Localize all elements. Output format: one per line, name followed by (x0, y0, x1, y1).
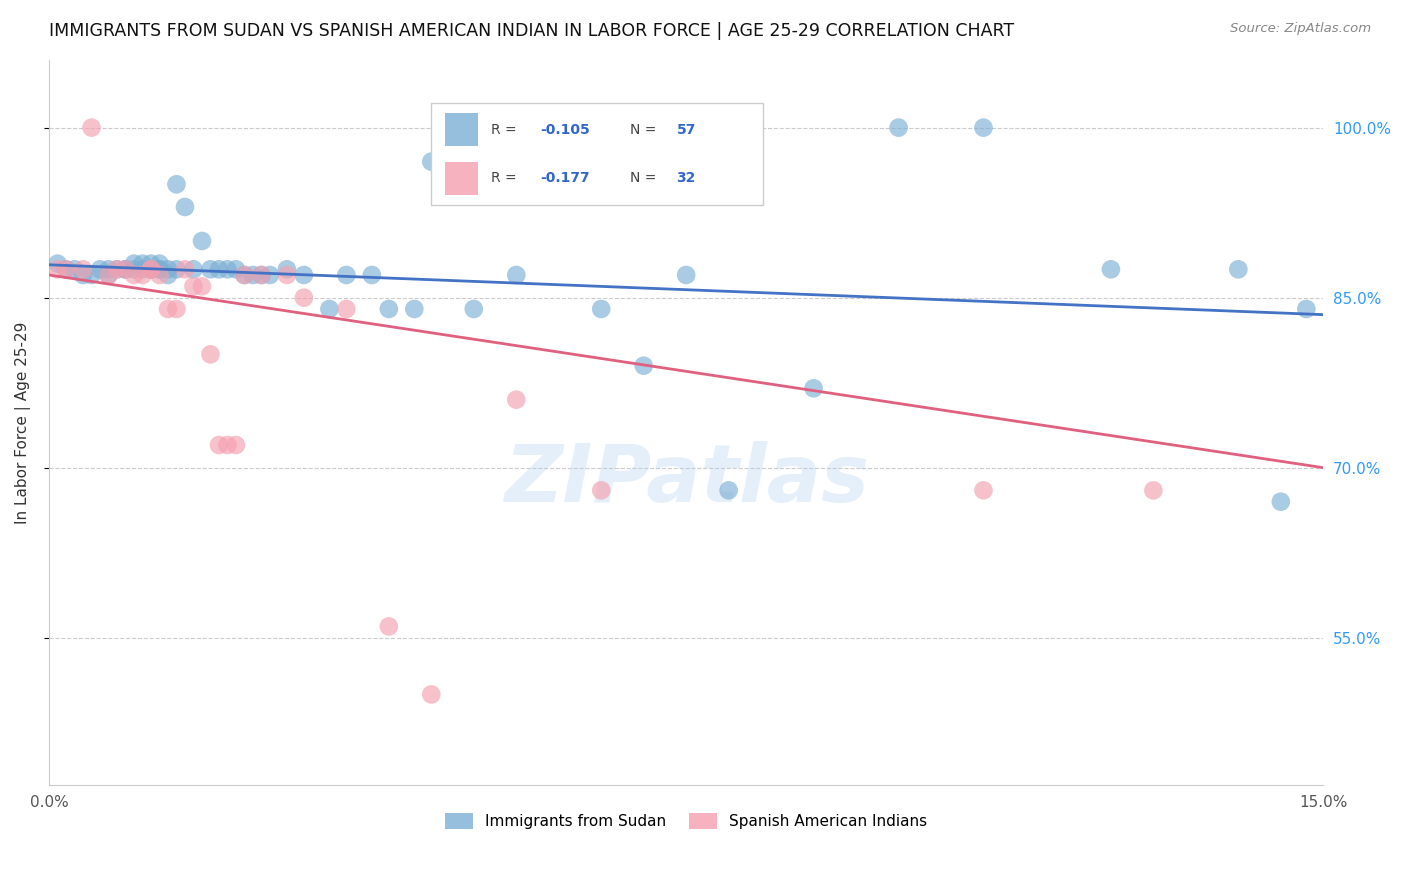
Point (420, 154, 443, 169)
Point (420, 687, 443, 701)
Point (318, 301, 340, 316)
Point (114, 262, 136, 277)
Point (591, 483, 613, 498)
Point (156, 262, 179, 277)
Point (139, 262, 162, 277)
Point (105, 262, 128, 277)
Point (80, 120, 103, 135)
Point (131, 262, 153, 277)
Point (1270, 494, 1292, 508)
Point (122, 262, 145, 277)
Point (148, 262, 170, 277)
Point (139, 262, 162, 277)
Point (887, 120, 910, 135)
Point (55, 262, 77, 277)
Point (404, 301, 426, 316)
Point (46, 257, 69, 271)
Point (233, 268, 256, 282)
Point (174, 200, 197, 214)
Point (505, 392, 527, 407)
Point (89, 262, 111, 277)
Point (183, 262, 205, 277)
Point (72, 262, 94, 277)
Point (276, 262, 298, 277)
Point (148, 262, 170, 277)
Point (114, 262, 136, 277)
Point (250, 268, 273, 282)
Point (191, 234, 214, 248)
Point (675, 268, 697, 282)
Point (55, 262, 77, 277)
Point (208, 262, 231, 277)
Point (131, 257, 153, 271)
Point (166, 301, 188, 316)
Point (97, 262, 120, 277)
Point (80, 268, 103, 282)
Point (156, 301, 179, 316)
Point (242, 268, 264, 282)
Point (200, 347, 222, 361)
Point (803, 381, 825, 395)
Point (139, 257, 162, 271)
Point (1227, 262, 1250, 277)
Point (225, 262, 247, 277)
Point (139, 262, 162, 277)
Point (97, 268, 120, 282)
Point (208, 438, 231, 452)
Point (292, 291, 315, 305)
Point (1142, 483, 1164, 498)
Point (250, 268, 273, 282)
Point (378, 619, 401, 633)
Point (378, 301, 401, 316)
Point (633, 359, 655, 373)
Point (105, 262, 128, 277)
Point (174, 262, 197, 277)
Point (97, 268, 120, 282)
Point (114, 262, 136, 277)
Point (505, 268, 527, 282)
Point (183, 279, 205, 293)
Point (717, 483, 740, 498)
Point (46, 262, 69, 277)
Point (335, 268, 357, 282)
Point (191, 279, 214, 293)
Point (217, 262, 239, 277)
Text: IMMIGRANTS FROM SUDAN VS SPANISH AMERICAN INDIAN IN LABOR FORCE | AGE 25-29 CORR: IMMIGRANTS FROM SUDAN VS SPANISH AMERICA… (49, 22, 1014, 40)
Point (360, 268, 382, 282)
Point (166, 262, 188, 277)
Point (225, 438, 247, 452)
Point (156, 268, 179, 282)
Point (972, 120, 994, 135)
Legend: Immigrants from Sudan, Spanish American Indians: Immigrants from Sudan, Spanish American … (439, 807, 934, 836)
Point (292, 268, 315, 282)
Point (200, 262, 222, 277)
Point (335, 301, 357, 316)
Point (72, 268, 94, 282)
Point (139, 262, 162, 277)
Point (233, 268, 256, 282)
Point (276, 268, 298, 282)
Point (166, 178, 188, 192)
Point (63, 262, 86, 277)
Point (591, 301, 613, 316)
Point (122, 257, 145, 271)
Point (1295, 301, 1317, 316)
Text: ZIPatlas: ZIPatlas (503, 442, 869, 519)
Point (148, 257, 170, 271)
Point (217, 438, 239, 452)
Point (122, 268, 145, 282)
Point (972, 483, 994, 498)
Point (1099, 262, 1122, 277)
Y-axis label: In Labor Force | Age 25-29: In Labor Force | Age 25-29 (15, 321, 31, 524)
Text: Source: ZipAtlas.com: Source: ZipAtlas.com (1230, 22, 1371, 36)
Point (463, 301, 485, 316)
Point (259, 268, 281, 282)
Point (148, 268, 170, 282)
Point (131, 268, 153, 282)
